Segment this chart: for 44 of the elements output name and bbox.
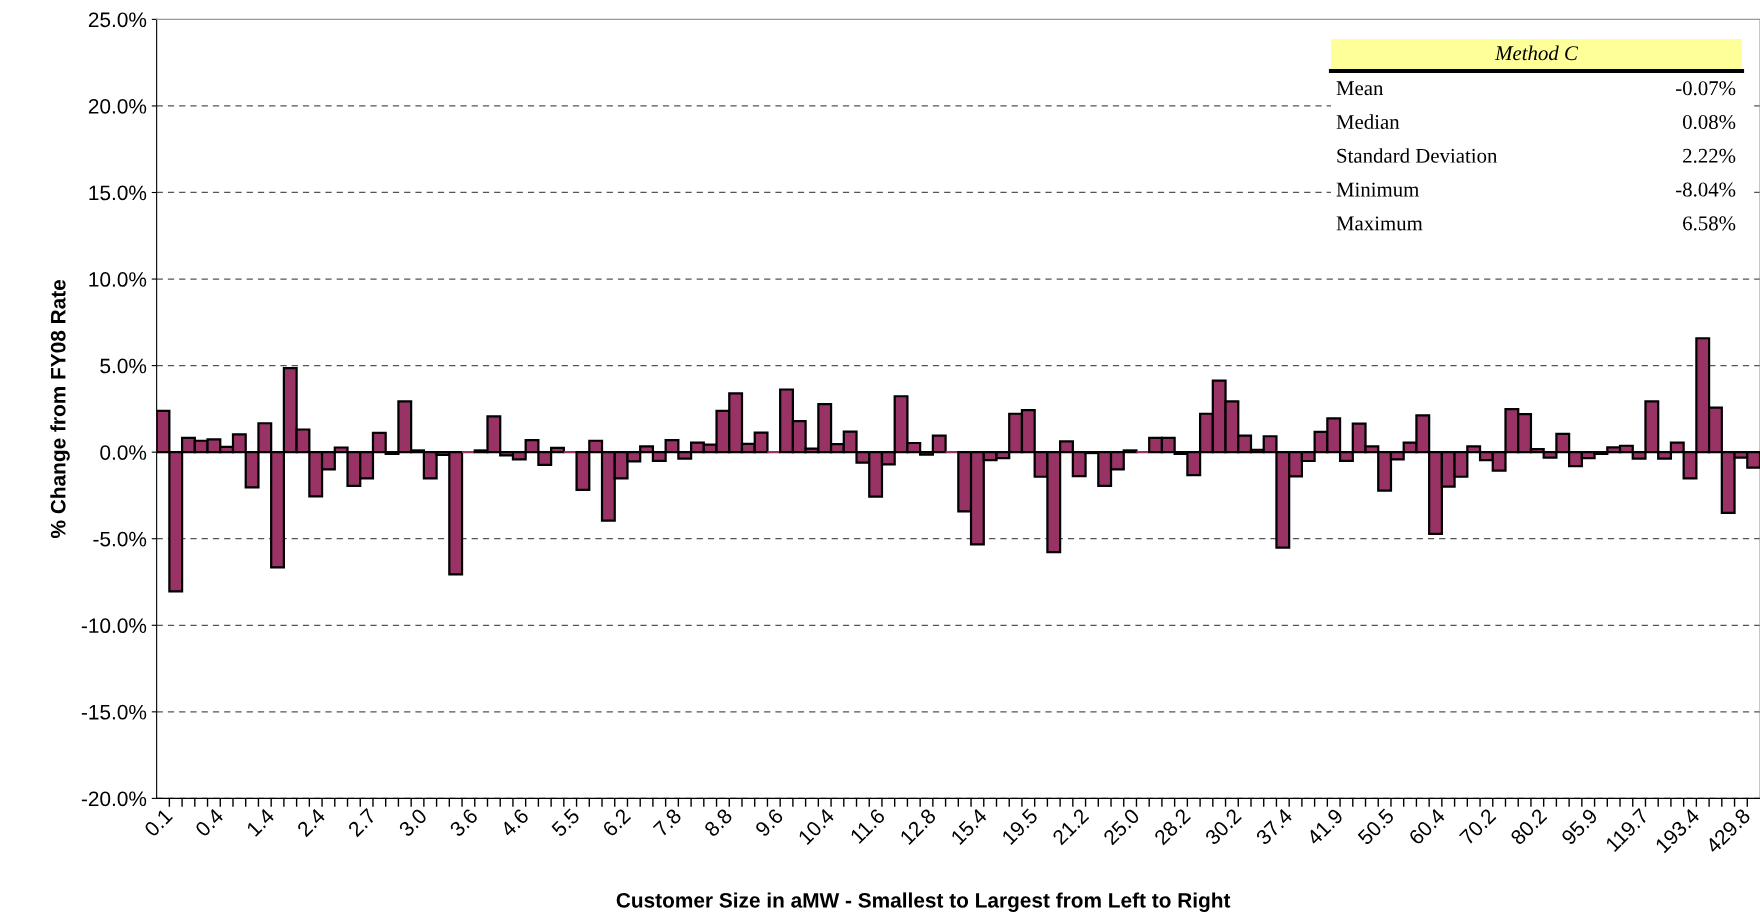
x-tick-label: 6.2 xyxy=(601,807,632,838)
y-tick-label: -5.0% xyxy=(93,531,147,547)
x-tick-label: 30.2 xyxy=(1204,807,1242,846)
annotation: -8.04% xyxy=(1676,182,1736,197)
y-tick-label: 5.0% xyxy=(100,358,147,374)
y-tick-label: 0.0% xyxy=(100,445,147,460)
x-tick-label: 1.4 xyxy=(245,807,276,837)
annotation: 0.08% xyxy=(1682,114,1736,130)
x-tick-label: 11.6 xyxy=(849,807,886,845)
annotation: -0.07% xyxy=(1676,81,1736,96)
x-tick-label: 3.0 xyxy=(397,807,428,838)
y-tick-label: -10.0% xyxy=(81,618,147,634)
annotation: 2.22% xyxy=(1683,148,1736,163)
x-tick-label: 37.4 xyxy=(1255,807,1294,846)
annotation: Method C xyxy=(1494,45,1579,61)
y-tick-label: 20.0% xyxy=(88,98,147,114)
y-axis-title: % Change from FY08 Rate xyxy=(50,279,70,539)
y-tick-label: -20.0% xyxy=(81,791,147,807)
x-tick-label: 2.7 xyxy=(347,807,377,838)
x-tick-label: 95.9 xyxy=(1560,807,1599,846)
x-tick-label: 0.4 xyxy=(194,807,225,838)
x-tick-label: 4.6 xyxy=(499,807,530,838)
x-tick-label: 3.6 xyxy=(448,807,479,838)
annotation: Minimum xyxy=(1336,182,1420,197)
x-tick-label: 0.1 xyxy=(143,807,174,838)
x-tick-label: 7.8 xyxy=(652,807,683,838)
x-tick-label: 70.2 xyxy=(1458,807,1497,846)
x-tick-label: 60.4 xyxy=(1407,807,1446,846)
x-tick-label: 80.2 xyxy=(1509,807,1548,846)
y-tick-label: 15.0% xyxy=(89,185,147,201)
annotation: 6.58% xyxy=(1683,216,1736,231)
y-tick-label: 10.0% xyxy=(89,272,147,287)
x-tick-label: 9.6 xyxy=(754,807,784,838)
y-tick-label: 25.0% xyxy=(88,12,147,28)
x-tick-label: 41.9 xyxy=(1305,807,1344,846)
annotation: Maximum xyxy=(1336,216,1423,231)
x-tick-label: 8.8 xyxy=(703,807,734,838)
annotation: Standard Deviation xyxy=(1337,148,1498,163)
y-tick-label: -15.0% xyxy=(81,704,147,720)
x-tick-label: 2.4 xyxy=(296,807,326,838)
annotation: Mean xyxy=(1336,81,1384,96)
x-axis-title: Customer Size in aMW - Smallest to Largest from Left to Right xyxy=(616,892,1231,912)
annotation: Median xyxy=(1336,114,1400,130)
x-tick-label: 5.5 xyxy=(550,807,581,838)
